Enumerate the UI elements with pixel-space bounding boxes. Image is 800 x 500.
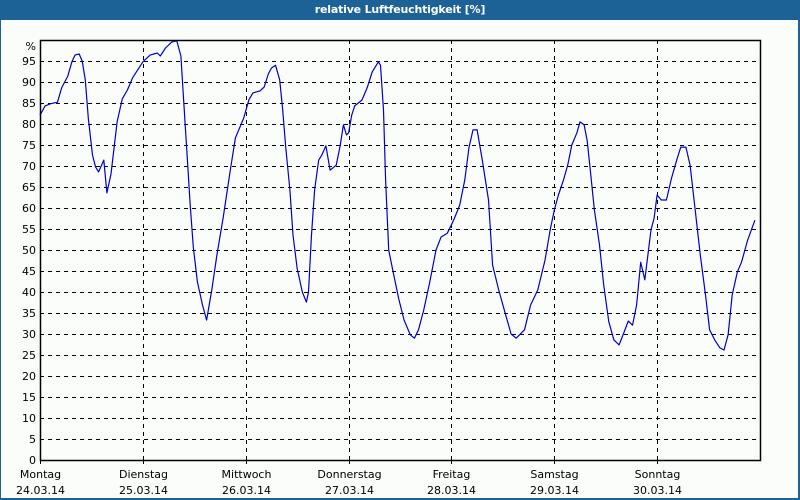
x-tick-day: Sonntag bbox=[635, 468, 681, 481]
y-tick-label: 30 bbox=[22, 328, 36, 341]
y-tick-label: 0 bbox=[29, 454, 36, 467]
humidity-series-line bbox=[39, 40, 756, 351]
x-tick-day: Donnerstag bbox=[317, 468, 381, 481]
y-tick-label: 50 bbox=[22, 244, 36, 257]
y-tick-label: 75 bbox=[22, 139, 36, 152]
y-tick-label: 60 bbox=[22, 202, 36, 215]
y-tick-label: 70 bbox=[22, 160, 36, 173]
x-tick-day: Freitag bbox=[433, 468, 471, 481]
chart-title: relative Luftfeuchtigkeit [%] bbox=[0, 0, 800, 20]
plot-axes bbox=[39, 39, 762, 462]
x-tick-date: 25.03.14 bbox=[119, 484, 168, 497]
x-tick-day: Mittwoch bbox=[222, 468, 272, 481]
y-tick-label: 10 bbox=[22, 412, 36, 425]
x-tick-date: 26.03.14 bbox=[222, 484, 271, 497]
y-unit-label: % bbox=[26, 40, 36, 53]
y-tick-label: 90 bbox=[22, 76, 36, 89]
x-axis-ticks: Montag 24.03.14 Dienstag 25.03.14 Mittwoch 26… bbox=[16, 460, 682, 497]
y-tick-label: 65 bbox=[22, 181, 36, 194]
x-tick-date: 28.03.14 bbox=[427, 484, 476, 497]
y-tick-label: 40 bbox=[22, 286, 36, 299]
y-tick-label: 35 bbox=[22, 307, 36, 320]
grid-lines bbox=[40, 40, 760, 460]
y-tick-label: 55 bbox=[22, 223, 36, 236]
y-tick-label: 95 bbox=[22, 55, 36, 68]
y-axis-ticks: 0 5 10 15 20 25 30 35 40 45 50 55 60 65 70 75 80 85 90 95% bbox=[22, 40, 36, 467]
x-tick-date: 27.03.14 bbox=[325, 484, 374, 497]
y-tick-label: 5 bbox=[29, 433, 36, 446]
y-tick-label: 85 bbox=[22, 97, 36, 110]
x-tick-date: 30.03.14 bbox=[633, 484, 682, 497]
y-tick-label: 25 bbox=[22, 349, 36, 362]
y-tick-label: 20 bbox=[22, 370, 36, 383]
x-tick-day: Montag bbox=[20, 468, 61, 481]
y-tick-label: 45 bbox=[22, 265, 36, 278]
y-tick-label: 80 bbox=[22, 118, 36, 131]
x-tick-day: Dienstag bbox=[119, 468, 168, 481]
x-tick-date: 24.03.14 bbox=[16, 484, 65, 497]
x-tick-day: Samstag bbox=[530, 468, 578, 481]
plot-frame bbox=[39, 39, 762, 462]
y-tick-label: 15 bbox=[22, 391, 36, 404]
x-tick-date: 29.03.14 bbox=[530, 484, 579, 497]
